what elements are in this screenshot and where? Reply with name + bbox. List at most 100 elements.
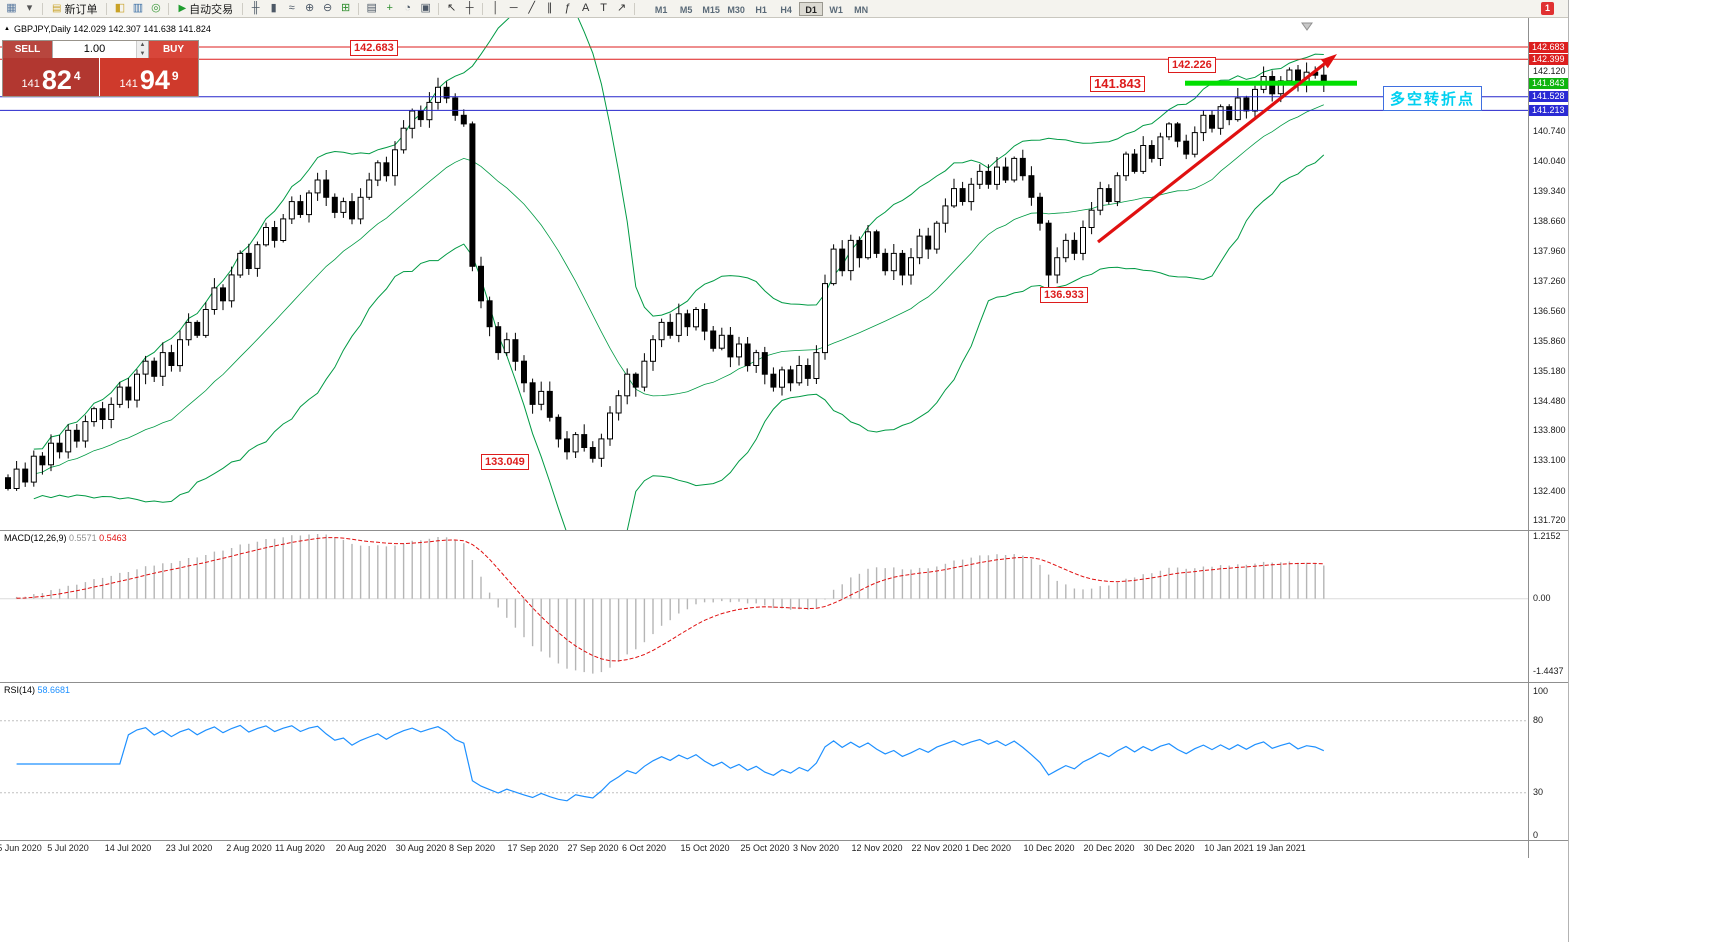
lot-decrease-button[interactable]: ▼ (137, 49, 148, 58)
chart-profiles-icon[interactable]: ▾ (26, 2, 33, 14)
timeframe-m1[interactable]: M1 (654, 4, 668, 15)
time-axis-label: 6 Oct 2020 (621, 843, 667, 853)
macd-signal-value: 0.5463 (99, 533, 127, 543)
vertical-line-icon[interactable]: │ (492, 2, 500, 14)
buy-button[interactable]: BUY (149, 41, 198, 58)
time-axis-label: 23 Jul 2020 (165, 843, 213, 853)
macd-scale-tick: -1.4437 (1533, 666, 1564, 676)
bollinger-bands (33, 18, 1325, 530)
price-label-133049[interactable]: 133.049 (481, 454, 529, 470)
toolbar-separator (482, 2, 484, 15)
timeframe-w1[interactable]: W1 (829, 4, 843, 15)
new-order-button-label: 新订单 (64, 3, 98, 16)
candlestick-icon[interactable]: ▮ (270, 2, 277, 14)
notification-badge[interactable]: 1 (1541, 2, 1554, 15)
indicators-icon[interactable]: ▤ (366, 2, 377, 14)
main-chart[interactable] (0, 18, 1528, 530)
collapse-triangle-icon[interactable]: ▲ (4, 26, 10, 32)
arrows-icon[interactable]: ↗ (617, 2, 627, 14)
one-click-trading-panel[interactable]: SELL 1.00 ▲ ▼ BUY 141 82 4 141 94 9 (2, 40, 199, 97)
toolbar-separator (242, 2, 244, 15)
timeframe-mn[interactable]: MN (854, 4, 869, 15)
rsi-panel[interactable] (0, 683, 1528, 840)
support-zone-line[interactable] (1185, 80, 1357, 86)
price-tick: 133.100 (1533, 455, 1566, 465)
time-axis-line (0, 840, 1568, 841)
price-label-136933[interactable]: 136.933 (1040, 287, 1088, 303)
market-watch-icon[interactable]: ▥ (132, 2, 144, 14)
line-chart-icon[interactable]: ≈ (288, 2, 295, 14)
price-tick: 135.180 (1533, 366, 1566, 376)
sell-price-prefix: 141 (21, 78, 40, 90)
mt4-window: ▦ ▾ ▤ 新订单 ◧ ▥ ◎ ▶ 自动交易 ╫ ▮ ≈ ⊕ ⊖ ⊞ ▤ + ◔ ▣ ↖ ┼ │ ─ ╱ ∥ ƒ A T ↗ M1 M5 M1… (0, 0, 1569, 942)
price-badge: 141.843 (1529, 78, 1568, 89)
label-icon[interactable]: T (600, 2, 608, 14)
buy-price-prefix: 141 (119, 78, 138, 90)
timeframe-m15[interactable]: M15 (702, 4, 720, 15)
tile-windows-icon[interactable]: ⊞ (341, 2, 351, 14)
timeframe-m5[interactable]: M5 (679, 4, 693, 15)
cursor-icon[interactable]: ↖ (447, 2, 457, 14)
price-scale[interactable]: 142.120 140.740 140.040 139.340 138.660 137.9… (1529, 0, 1569, 942)
price-tick: 133.800 (1533, 425, 1566, 435)
time-axis-label: 11 Aug 2020 (275, 843, 325, 853)
bar-chart-icon[interactable]: ╫ (251, 2, 260, 14)
trend-arrow[interactable] (1097, 62, 1326, 244)
price-tick: 140.040 (1533, 156, 1566, 166)
price-label-141843[interactable]: 141.843 (1090, 76, 1145, 92)
add-indicator-icon[interactable]: + (386, 2, 393, 14)
buy-price-pip: 9 (171, 69, 179, 83)
price-badge: 141.213 (1529, 105, 1568, 116)
templates-icon[interactable]: ▣ (420, 2, 431, 14)
time-axis-label: 8 Sep 2020 (448, 843, 496, 853)
lot-size-field[interactable]: 1.00 ▲ ▼ (52, 41, 149, 58)
zoom-in-icon[interactable]: ⊕ (305, 2, 315, 14)
symbol-ohlc-text: GBPJPY,Daily 142.029 142.307 141.638 141… (13, 24, 211, 34)
lot-size-value[interactable]: 1.00 (83, 43, 106, 55)
time-axis-label: 12 Nov 2020 (851, 843, 903, 853)
horizontal-line-icon[interactable]: ─ (509, 2, 518, 14)
buy-price-button[interactable]: 141 94 9 (100, 58, 198, 96)
time-axis-label: 20 Aug 2020 (335, 843, 387, 853)
autotrading-button[interactable]: ▶ 自动交易 (173, 1, 238, 16)
price-label-142683[interactable]: 142.683 (350, 40, 398, 56)
new-chart-icon[interactable]: ▦ (6, 2, 17, 14)
timeframe-m30[interactable]: M30 (727, 4, 745, 15)
timeframe-d1[interactable]: D1 (799, 1, 824, 16)
macd-panel[interactable] (0, 531, 1528, 682)
price-tick: 137.260 (1533, 276, 1566, 286)
price-tick: 142.120 (1533, 66, 1566, 76)
rsi-scale-tick: 80 (1533, 715, 1544, 725)
fibonacci-icon[interactable]: ƒ (564, 2, 571, 14)
time-axis-label: 17 Sep 2020 (507, 843, 559, 853)
navigator-icon[interactable]: ◎ (151, 2, 161, 14)
sell-button[interactable]: SELL (3, 41, 52, 58)
trendline-icon[interactable]: ╱ (528, 2, 535, 14)
timeframe-h4[interactable]: H4 (780, 4, 792, 15)
channel-icon[interactable]: ∥ (546, 2, 553, 14)
price-tick: 136.560 (1533, 306, 1566, 316)
text-annotation[interactable]: 多空转折点 (1383, 86, 1483, 111)
toolbar-separator (358, 2, 360, 15)
price-label-142226[interactable]: 142.226 (1168, 57, 1216, 73)
text-icon[interactable]: A (581, 2, 590, 14)
zoom-out-icon[interactable]: ⊖ (323, 2, 333, 14)
crosshair-icon[interactable]: ┼ (465, 2, 474, 14)
sell-price-main: 82 (41, 65, 72, 95)
chart-shift-marker-icon[interactable] (1301, 22, 1313, 31)
sell-price-button[interactable]: 141 82 4 (3, 58, 100, 96)
rsi-scale-tick: 100 (1533, 686, 1549, 696)
periods-icon[interactable]: ◔ (404, 2, 411, 14)
metaeditor-icon[interactable]: ◧ (114, 2, 126, 14)
lot-increase-button[interactable]: ▲ (137, 41, 148, 50)
price-scale-border (1528, 18, 1529, 858)
panel-separator[interactable] (0, 530, 1568, 531)
candles (5, 62, 1327, 491)
panel-separator[interactable] (0, 682, 1568, 683)
time-axis-label: 15 Oct 2020 (680, 843, 730, 853)
toolbar-separator (438, 2, 440, 15)
rsi-scale-tick: 30 (1533, 787, 1544, 797)
new-order-button[interactable]: ▤ 新订单 (47, 1, 102, 16)
timeframe-h1[interactable]: H1 (755, 4, 767, 15)
time-axis[interactable]: 25 Jun 2020 5 Jul 2020 14 Jul 2020 23 Jul 2… (0, 841, 1528, 857)
